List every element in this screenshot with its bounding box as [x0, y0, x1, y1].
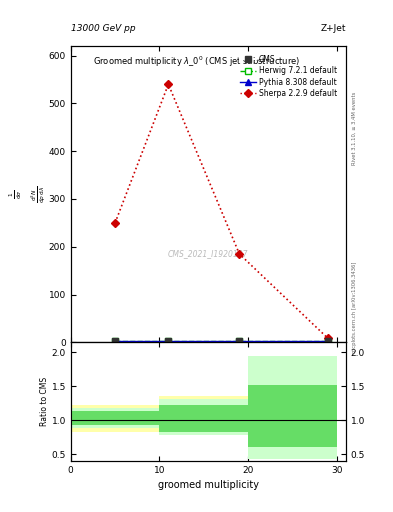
Text: Z+Jet: Z+Jet: [320, 24, 346, 33]
Text: Groomed multiplicity $\lambda\_0^0$ (CMS jet substructure): Groomed multiplicity $\lambda\_0^0$ (CMS…: [93, 55, 300, 69]
Text: mcplots.cern.ch [arXiv:1306.3436]: mcplots.cern.ch [arXiv:1306.3436]: [352, 262, 357, 353]
Y-axis label: Ratio to CMS: Ratio to CMS: [40, 377, 49, 426]
Y-axis label: $\frac{1}{\mathrm{d}\sigma}$
$\frac{\mathrm{d}^2 N}{\mathrm{d}p\,\mathrm{d}\lamb: $\frac{1}{\mathrm{d}\sigma}$ $\frac{\mat…: [7, 185, 47, 203]
Text: 13000 GeV pp: 13000 GeV pp: [71, 24, 135, 33]
Legend: CMS, Herwig 7.2.1 default, Pythia 8.308 default, Sherpa 2.2.9 default: CMS, Herwig 7.2.1 default, Pythia 8.308 …: [238, 53, 339, 100]
X-axis label: groomed multiplicity: groomed multiplicity: [158, 480, 259, 490]
Text: CMS_2021_I1920187: CMS_2021_I1920187: [168, 249, 248, 258]
Text: Rivet 3.1.10, ≥ 3.4M events: Rivet 3.1.10, ≥ 3.4M events: [352, 91, 357, 165]
